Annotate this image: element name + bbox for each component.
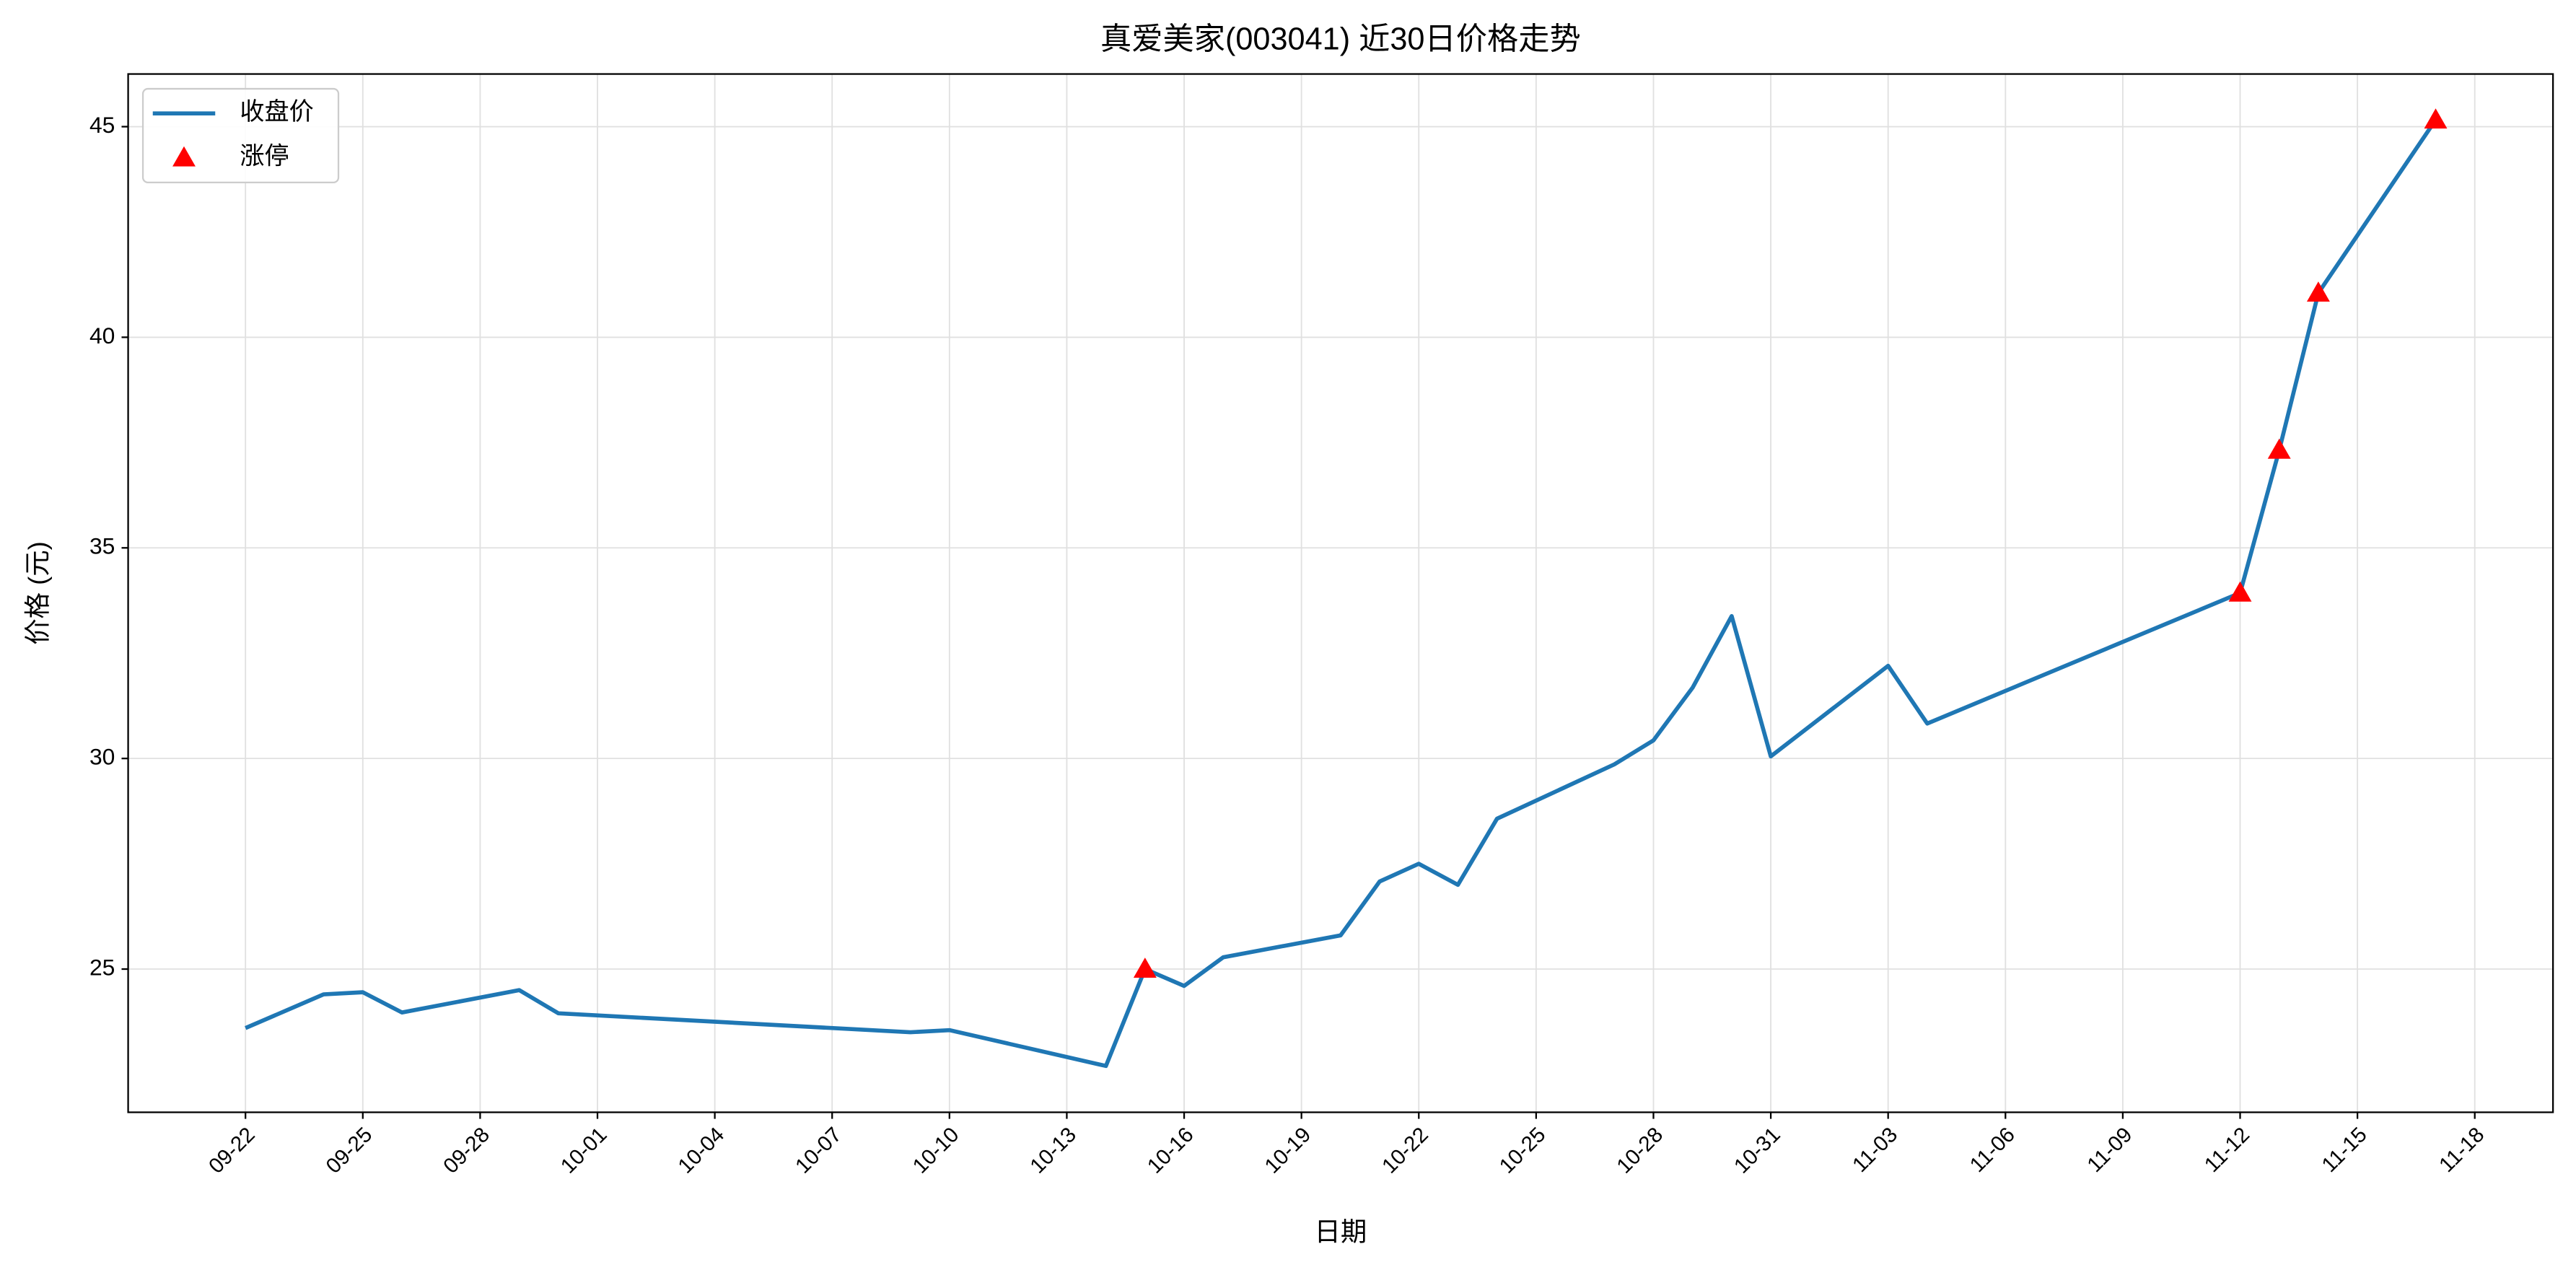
y-axis-label: 价格 (元): [22, 541, 52, 645]
y-tick-label: 40: [89, 323, 115, 349]
legend-swatch: [172, 146, 196, 167]
y-tick-label: 35: [89, 533, 115, 559]
plot-frame: [127, 73, 2554, 1113]
y-tick-label: 25: [89, 954, 115, 980]
chart-title: 真爱美家(003041) 近30日价格走势: [1100, 22, 1581, 56]
limit-up-marker: [2424, 108, 2448, 129]
limit-up-marker: [1133, 958, 1157, 978]
legend-label: 涨停: [240, 143, 289, 170]
price-line: [245, 118, 2437, 1069]
y-tick-label: 30: [89, 744, 115, 770]
y-tick-label: 45: [89, 112, 115, 138]
limit-up-marker: [2306, 281, 2330, 302]
limit-up-marker: [2228, 581, 2252, 602]
limit-up-marker: [2267, 438, 2291, 459]
legend-label: 收盘价: [240, 98, 313, 126]
x-axis-label: 日期: [1314, 1217, 1367, 1247]
